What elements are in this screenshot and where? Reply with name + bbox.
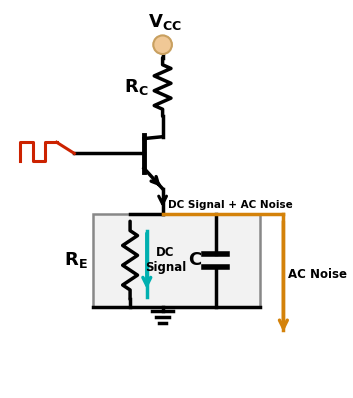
Text: $\mathbf{R_E}$: $\mathbf{R_E}$	[64, 250, 87, 270]
Circle shape	[153, 35, 172, 54]
Text: DC Signal + AC Noise: DC Signal + AC Noise	[168, 200, 293, 210]
Text: DC
Signal: DC Signal	[145, 246, 186, 274]
Text: C: C	[189, 251, 202, 269]
Text: AC Noise: AC Noise	[288, 268, 347, 281]
Text: $\mathbf{R_C}$: $\mathbf{R_C}$	[124, 77, 149, 97]
Text: $\mathbf{V_{CC}}$: $\mathbf{V_{CC}}$	[148, 12, 181, 32]
Bar	[93, 214, 260, 307]
